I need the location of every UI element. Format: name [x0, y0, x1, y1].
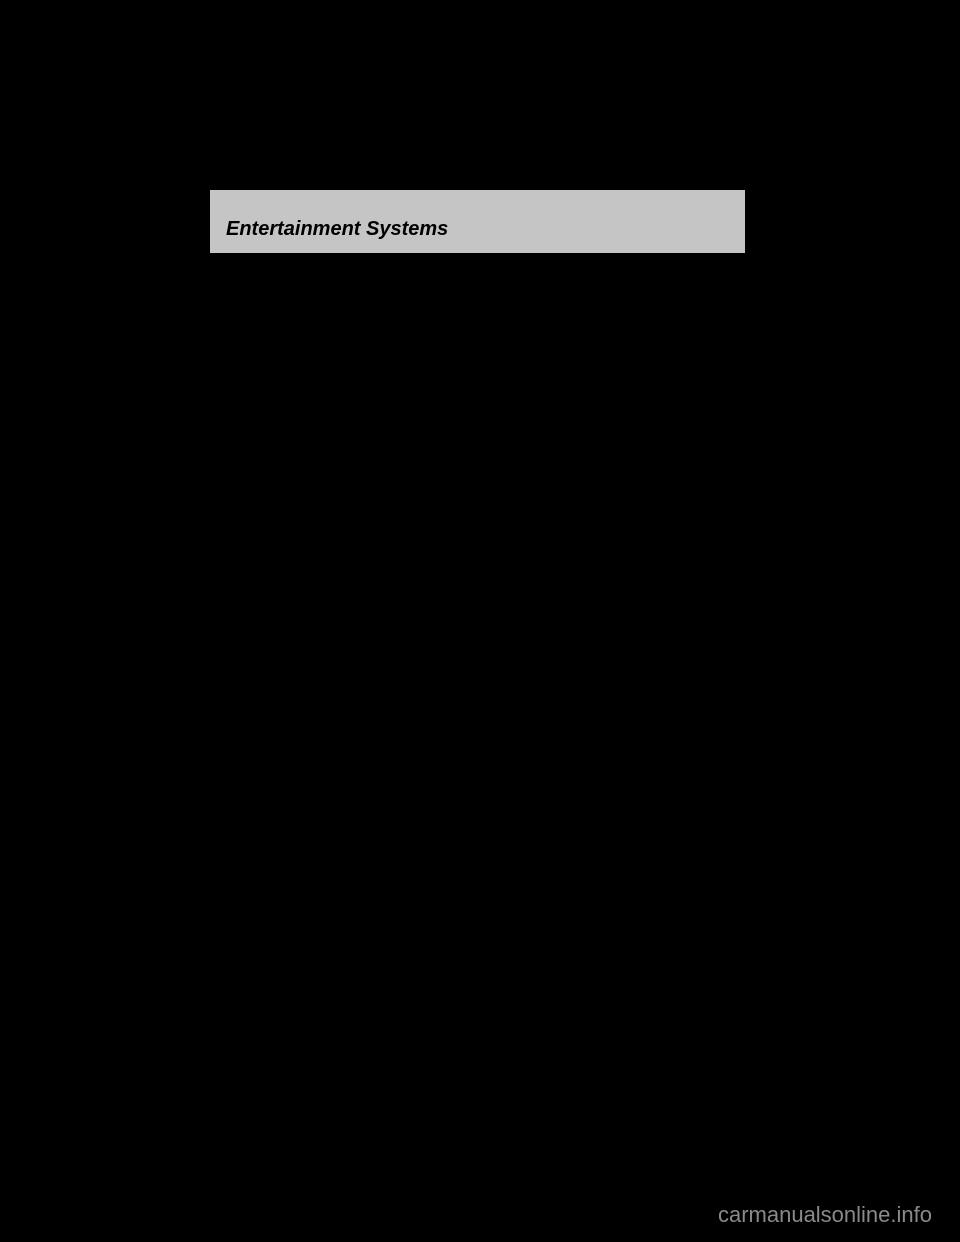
watermark-text: carmanualsonline.info — [718, 1202, 932, 1228]
fade-rear-para: Press to shift sound to the rear. — [210, 844, 745, 864]
menu-button-icon: MENU — [584, 298, 732, 340]
treble-up-text: to increase the treble output. — [271, 508, 461, 525]
menu-label-text: MENU — [635, 615, 679, 632]
treble-section: Treble adjust Press MENU until TREB is d… — [210, 454, 745, 562]
treble-up-para: Press to increase the treble output. — [210, 507, 745, 527]
balance-left-prefix: Press — [210, 670, 248, 687]
bass-intro: Press MENU until BASS is displayed. — [210, 298, 550, 318]
treble-heading: Treble adjust — [210, 454, 745, 471]
balance-left-text: to shift sound to the — [271, 670, 402, 687]
up-arrow-icon — [253, 512, 267, 522]
page-container: Entertainment Systems Bass adjust Press … — [210, 190, 745, 901]
menu-button-icon: MENU — [584, 601, 732, 643]
updown-control-icon — [641, 354, 675, 444]
treble-down-text: to decrease the treble output. — [271, 543, 466, 560]
updown-control-icon — [641, 657, 675, 747]
bass-down-suffix: output. — [389, 368, 435, 385]
bass-up-text: to increase bass — [271, 333, 380, 350]
fade-rear-prefix: Press — [210, 845, 248, 862]
balance-text: Press MENU until BAL is displayed. Press… — [210, 601, 550, 747]
fade-rear-text: to shift sound to the rear. — [271, 845, 436, 862]
fade-heading: Fade adjust — [210, 757, 745, 774]
balance-row: Press MENU until BAL is displayed. Press… — [210, 601, 745, 747]
up-arrow-icon — [253, 337, 267, 347]
balance-right-text: to shift sound to the — [271, 636, 402, 653]
bass-text: Press MENU until BASS is displayed. Pres… — [210, 298, 550, 444]
balance-heading: Balance adjust — [210, 582, 745, 599]
fade-front-text: to shift sound to the front. — [271, 811, 440, 828]
bass-row: Press MENU until BASS is displayed. Pres… — [210, 298, 745, 444]
fade-section: Fade adjust Press MENU until FADE is dis… — [210, 757, 745, 865]
fade-intro: Press MENU until FADE is displayed. — [210, 776, 745, 796]
bass-down-text: to decrease bass — [271, 368, 385, 385]
bass-section: Bass adjust Press MENU until BASS is dis… — [210, 279, 745, 444]
balance-right-prefix: Press — [210, 636, 248, 653]
bass-heading: Bass adjust — [210, 279, 745, 296]
treble-up-prefix: Press — [210, 508, 248, 525]
page-title: Entertainment Systems — [226, 218, 729, 241]
up-arrow-icon — [253, 640, 267, 650]
balance-right-para: Press to shift sound to the right. — [210, 635, 550, 655]
page-number: 24 — [210, 885, 745, 901]
up-arrow-icon — [253, 815, 267, 825]
treble-intro: Press MENU until TREB is displayed. — [210, 473, 745, 493]
bass-down-para: Press to decrease bass output. — [210, 367, 550, 387]
balance-left-para: Press to shift sound to the left. — [210, 669, 550, 689]
down-arrow-icon — [253, 372, 267, 382]
balance-diagram: MENU — [570, 601, 745, 747]
header-bar: Entertainment Systems — [210, 190, 745, 253]
down-arrow-icon — [253, 547, 267, 557]
bass-down-prefix: Press — [210, 368, 248, 385]
balance-right-suffix: right. — [406, 636, 439, 653]
bass-diagram: MENU — [570, 298, 745, 444]
down-arrow-icon — [253, 674, 267, 684]
fade-front-prefix: Press — [210, 811, 248, 828]
down-arrow-icon — [253, 849, 267, 859]
bass-up-para: Press to increase bass output. — [210, 332, 550, 352]
treble-down-prefix: Press — [210, 543, 248, 560]
balance-section: Balance adjust Press MENU until BAL is d… — [210, 582, 745, 747]
balance-left-suffix: left. — [406, 670, 430, 687]
bass-up-suffix: output. — [384, 333, 430, 350]
treble-down-para: Press to decrease the treble output. — [210, 542, 745, 562]
balance-intro: Press MENU until BAL is displayed. — [210, 601, 550, 621]
menu-label-text: MENU — [635, 312, 679, 329]
fade-front-para: Press to shift sound to the front. — [210, 810, 745, 830]
bass-up-prefix: Press — [210, 333, 248, 350]
